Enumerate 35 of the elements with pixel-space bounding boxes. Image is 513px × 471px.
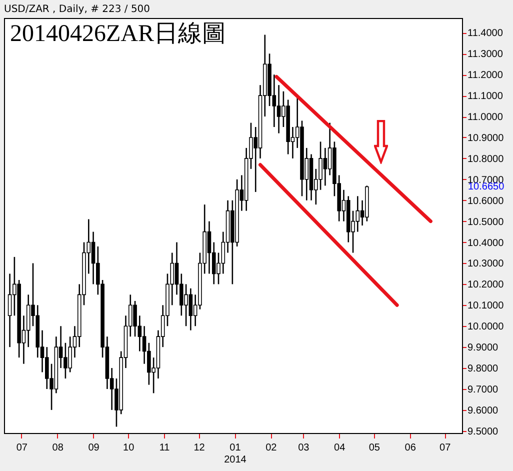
y-tick-label: 9.8000 xyxy=(468,364,499,375)
y-tick-label: 10.0000 xyxy=(468,322,504,333)
y-tick-label: 10.3000 xyxy=(468,258,504,270)
x-tick-label: 07 xyxy=(16,442,28,454)
y-tick-label: 10.9000 xyxy=(468,132,504,144)
x-tick-label: 01 2014 xyxy=(224,442,247,466)
x-tick-label: 02 xyxy=(266,442,278,454)
x-tick-label: 03 xyxy=(298,442,310,454)
y-tick-label: 10.4000 xyxy=(468,238,504,249)
y-tick-label: 11.0000 xyxy=(468,112,504,124)
y-tick-label: 11.1000 xyxy=(468,91,504,102)
y-tick-label: 10.6000 xyxy=(468,196,504,207)
y-tick-label: 9.6000 xyxy=(468,405,499,416)
chart-title: 20140426ZAR日線圖 xyxy=(10,21,226,47)
y-tick-label: 9.9000 xyxy=(468,342,499,354)
chart-subtitle: USD/ZAR , Daily, # 223 / 500 xyxy=(4,4,150,15)
y-tick-label: 9.7000 xyxy=(468,384,499,396)
y-tick-label: 11.3000 xyxy=(468,49,504,60)
x-tick-label: 05 xyxy=(368,442,380,454)
x-tick-label: 10 xyxy=(123,442,135,454)
y-tick-label: 11.2000 xyxy=(468,70,504,82)
x-tick-label: 09 xyxy=(88,442,100,454)
x-tick-label: 04 xyxy=(334,442,346,454)
text: 10.6650 xyxy=(468,182,505,193)
y-tick-label: 10.5000 xyxy=(468,216,504,228)
y-tick-label: 9.5000 xyxy=(468,426,499,438)
x-tick-label: 08 xyxy=(52,442,64,454)
x-tick-label: 12 xyxy=(194,442,206,454)
y-tick-label: 11.4000 xyxy=(468,28,504,40)
y-tick-label: 10.1000 xyxy=(468,300,504,312)
x-tick-label: 06 xyxy=(404,442,416,454)
x-tick-label: 11 xyxy=(159,442,170,454)
x-tick-label: 07 xyxy=(440,442,452,454)
y-tick-label: 10.2000 xyxy=(468,280,504,291)
y-tick-label: 10.8000 xyxy=(468,154,504,165)
